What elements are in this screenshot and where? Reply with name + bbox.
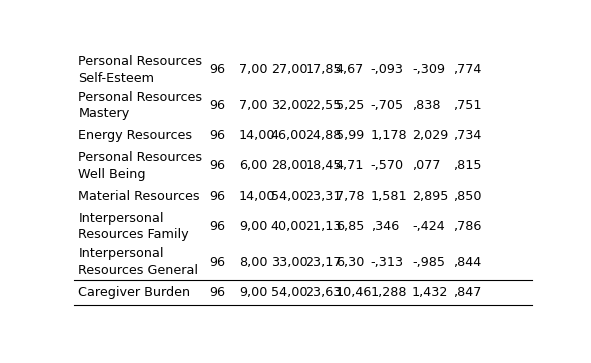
- Text: Interpersonal: Interpersonal: [79, 248, 164, 260]
- Text: 14,00: 14,00: [239, 129, 275, 142]
- Text: 17,85: 17,85: [305, 63, 342, 76]
- Text: ,850: ,850: [453, 190, 482, 203]
- Text: 4,67: 4,67: [336, 63, 364, 76]
- Text: -,309: -,309: [412, 63, 445, 76]
- Text: 96: 96: [209, 159, 225, 172]
- Text: ,077: ,077: [412, 159, 440, 172]
- Text: 40,00: 40,00: [271, 220, 307, 233]
- Text: 54,00: 54,00: [271, 286, 307, 299]
- Text: -,705: -,705: [371, 99, 404, 112]
- Text: 7,00: 7,00: [239, 63, 267, 76]
- Text: 6,85: 6,85: [336, 220, 364, 233]
- Text: 5,25: 5,25: [336, 99, 364, 112]
- Text: 23,63: 23,63: [305, 286, 342, 299]
- Text: ,815: ,815: [453, 159, 482, 172]
- Text: 6,30: 6,30: [336, 256, 364, 269]
- Text: Interpersonal: Interpersonal: [79, 212, 164, 225]
- Text: 4,71: 4,71: [336, 159, 364, 172]
- Text: -,570: -,570: [371, 159, 404, 172]
- Text: 9,00: 9,00: [239, 220, 267, 233]
- Text: 23,17: 23,17: [305, 256, 342, 269]
- Text: ,847: ,847: [453, 286, 482, 299]
- Text: Personal Resources: Personal Resources: [79, 151, 203, 164]
- Text: ,751: ,751: [453, 99, 482, 112]
- Text: Caregiver Burden: Caregiver Burden: [79, 286, 190, 299]
- Text: 14,00: 14,00: [239, 190, 275, 203]
- Text: Resources General: Resources General: [79, 264, 199, 277]
- Text: 96: 96: [209, 99, 225, 112]
- Text: -,424: -,424: [412, 220, 444, 233]
- Text: 8,00: 8,00: [239, 256, 267, 269]
- Text: 7,78: 7,78: [336, 190, 365, 203]
- Text: 5,99: 5,99: [336, 129, 364, 142]
- Text: 96: 96: [209, 256, 225, 269]
- Text: 1,432: 1,432: [412, 286, 448, 299]
- Text: 96: 96: [209, 286, 225, 299]
- Text: 7,00: 7,00: [239, 99, 267, 112]
- Text: 23,31: 23,31: [305, 190, 342, 203]
- Text: 96: 96: [209, 63, 225, 76]
- Text: 22,55: 22,55: [305, 99, 342, 112]
- Text: Personal Resources: Personal Resources: [79, 55, 203, 68]
- Text: 10,46: 10,46: [336, 286, 372, 299]
- Text: 27,00: 27,00: [271, 63, 307, 76]
- Text: 2,029: 2,029: [412, 129, 448, 142]
- Text: 1,178: 1,178: [371, 129, 407, 142]
- Text: 1,288: 1,288: [371, 286, 407, 299]
- Text: 96: 96: [209, 190, 225, 203]
- Text: Material Resources: Material Resources: [79, 190, 200, 203]
- Text: Personal Resources: Personal Resources: [79, 91, 203, 104]
- Text: 24,88: 24,88: [305, 129, 342, 142]
- Text: 6,00: 6,00: [239, 159, 267, 172]
- Text: 2,895: 2,895: [412, 190, 448, 203]
- Text: 46,00: 46,00: [271, 129, 307, 142]
- Text: 21,13: 21,13: [305, 220, 342, 233]
- Text: ,774: ,774: [453, 63, 482, 76]
- Text: -,313: -,313: [371, 256, 404, 269]
- Text: 32,00: 32,00: [271, 99, 307, 112]
- Text: 28,00: 28,00: [271, 159, 307, 172]
- Text: Mastery: Mastery: [79, 107, 129, 121]
- Text: -,093: -,093: [371, 63, 404, 76]
- Text: 96: 96: [209, 129, 225, 142]
- Text: ,346: ,346: [371, 220, 399, 233]
- Text: 54,00: 54,00: [271, 190, 307, 203]
- Text: ,734: ,734: [453, 129, 482, 142]
- Text: ,838: ,838: [412, 99, 440, 112]
- Text: Self-Esteem: Self-Esteem: [79, 72, 154, 85]
- Text: Energy Resources: Energy Resources: [79, 129, 193, 142]
- Text: -,985: -,985: [412, 256, 445, 269]
- Text: 9,00: 9,00: [239, 286, 267, 299]
- Text: Well Being: Well Being: [79, 168, 146, 181]
- Text: 1,581: 1,581: [371, 190, 407, 203]
- Text: 18,45: 18,45: [305, 159, 342, 172]
- Text: 33,00: 33,00: [271, 256, 307, 269]
- Text: ,844: ,844: [453, 256, 482, 269]
- Text: Resources Family: Resources Family: [79, 228, 189, 241]
- Text: 96: 96: [209, 220, 225, 233]
- Text: ,786: ,786: [453, 220, 482, 233]
